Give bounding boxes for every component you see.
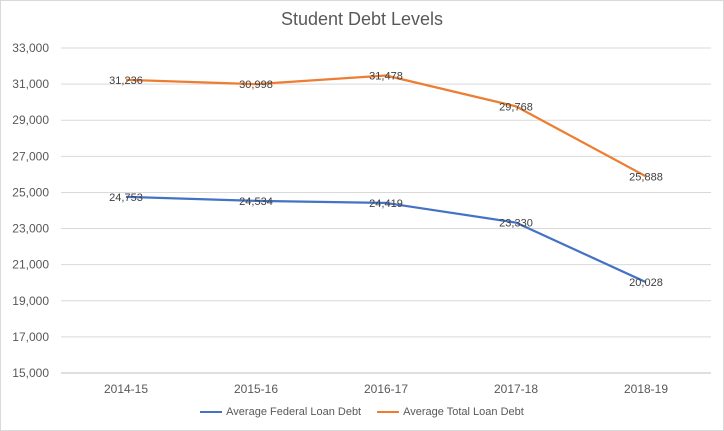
data-label: 25,888 [629,171,663,183]
x-tick-label: 2016-17 [364,382,408,396]
legend-item-total: Average Total Loan Debt [377,406,524,418]
y-tick-label: 33,000 [12,41,49,55]
series-line-1 [125,74,647,178]
data-label: 31,478 [369,70,403,82]
y-tick-label: 27,000 [12,149,49,163]
x-tick-label: 2018-19 [624,382,668,396]
data-label: 24,534 [239,196,273,208]
legend-swatch-federal [200,411,223,413]
x-tick-label: 2017-18 [494,382,538,396]
y-tick-label: 19,000 [12,294,49,308]
y-tick-label: 21,000 [12,258,49,272]
x-tick-label: 2015-16 [234,382,278,396]
data-label: 24,753 [109,192,143,204]
data-label: 23,330 [499,218,533,230]
y-tick-label: 31,000 [12,77,49,91]
data-label: 31,236 [109,75,143,87]
data-label: 29,768 [499,101,533,113]
legend-label-federal: Average Federal Loan Debt [226,406,362,418]
legend-label-total: Average Total Loan Debt [403,406,524,418]
chart-title: Student Debt Levels [280,9,444,29]
legend-swatch-total [377,411,400,413]
y-tick-label: 23,000 [12,222,49,236]
y-tick-label: 17,000 [12,330,49,344]
chart-legend: Average Federal Loan Debt Average Total … [1,406,723,418]
y-tick-label: 29,000 [12,113,49,127]
y-tick-label: 15,000 [12,366,49,380]
data-label: 20,028 [629,277,663,289]
data-label: 24,419 [369,198,403,210]
legend-item-federal: Average Federal Loan Debt [200,406,361,418]
y-tick-label: 25,000 [12,185,49,199]
data-label: 30,998 [239,79,273,91]
x-tick-label: 2014-15 [104,382,148,396]
